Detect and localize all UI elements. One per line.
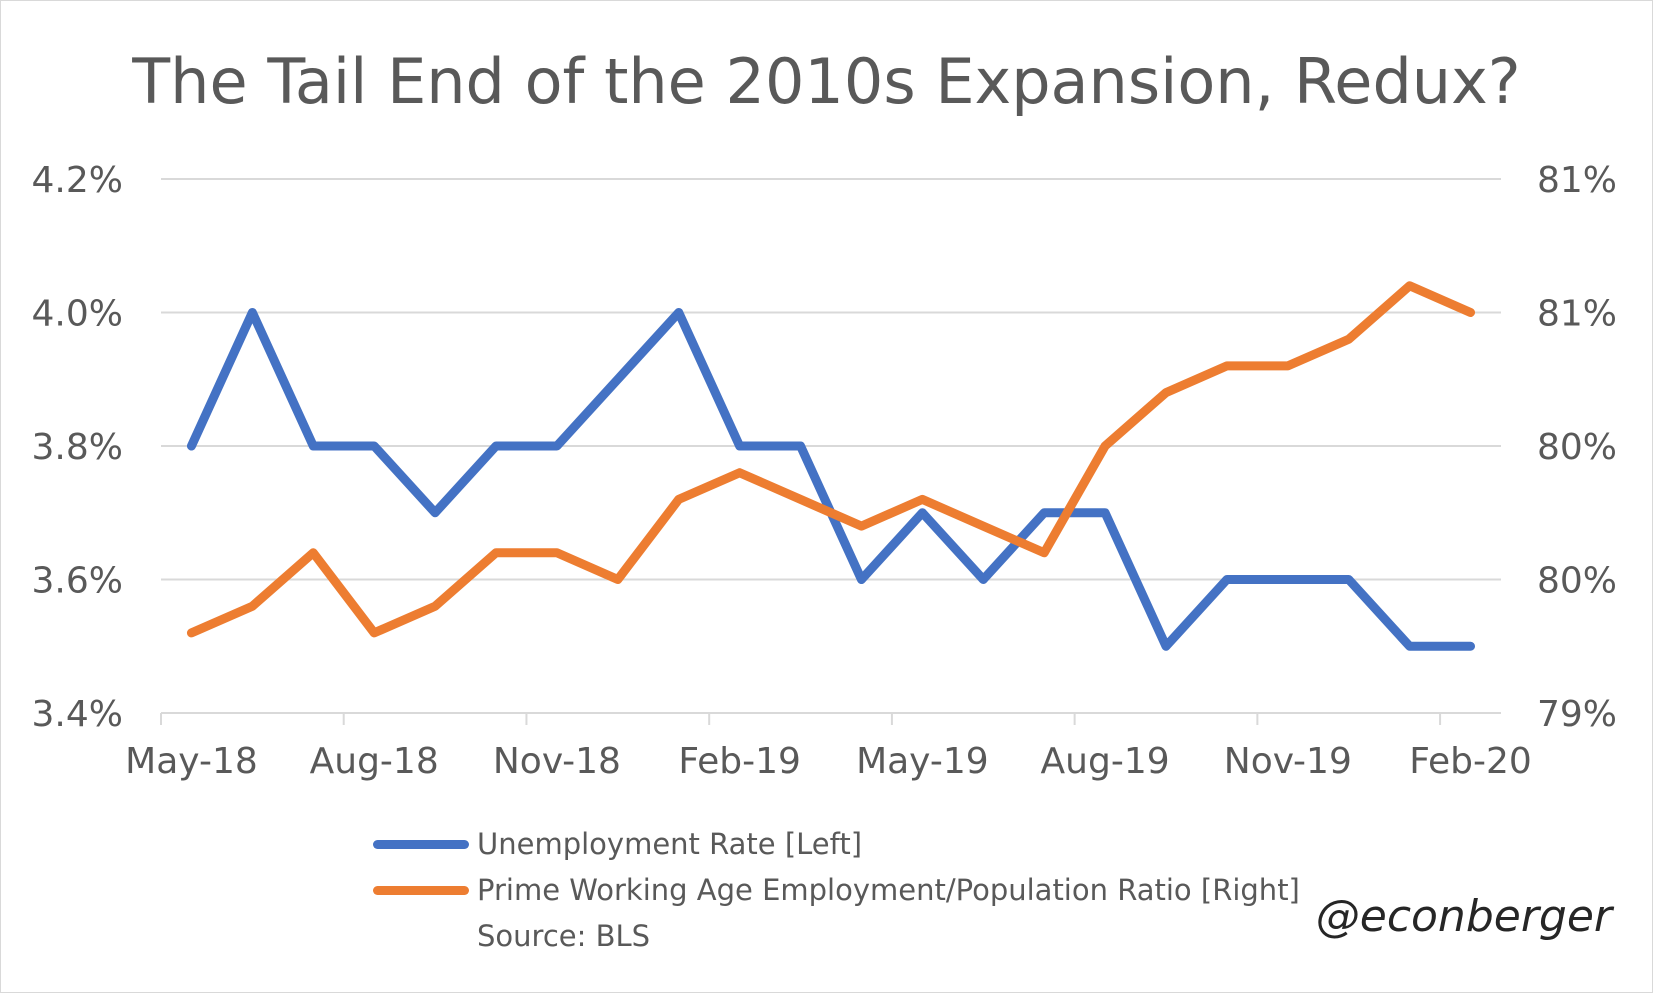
data-point <box>678 312 680 313</box>
right-axis-tick-label: 79% <box>1537 694 1617 735</box>
data-point <box>1226 579 1228 580</box>
right-axis-tick-label: 81% <box>1537 160 1617 201</box>
x-axis-tick-label: Feb-20 <box>1409 741 1532 782</box>
legend-item-employment-ratio: Prime Working Age Employment/Population … <box>373 867 1300 913</box>
x-axis-tick-label: Nov-19 <box>1224 741 1352 782</box>
data-point <box>373 632 375 634</box>
data-point <box>495 552 497 554</box>
data-point <box>1104 445 1106 447</box>
data-point <box>1165 392 1167 394</box>
data-point <box>373 445 375 447</box>
data-point <box>1287 579 1289 580</box>
series-line-employment-ratio <box>186 281 1476 638</box>
data-point <box>1165 645 1167 647</box>
data-point <box>1348 579 1350 580</box>
right-axis-tick-label: 80% <box>1537 561 1617 602</box>
data-point <box>921 512 923 514</box>
data-point <box>860 525 862 527</box>
data-point <box>1287 365 1289 367</box>
data-point <box>1043 552 1045 554</box>
right-axis-tick-label: 81% <box>1537 294 1617 335</box>
data-point <box>1409 645 1411 647</box>
left-axis-tick-label: 4.2% <box>32 160 123 201</box>
right-axis-tick-label: 80% <box>1537 427 1617 468</box>
data-point <box>678 498 680 500</box>
data-point <box>1470 645 1472 647</box>
data-point <box>617 378 619 380</box>
data-point <box>434 605 436 607</box>
data-point <box>1470 312 1472 313</box>
legend-label-employment-ratio: Prime Working Age Employment/Population … <box>477 873 1300 907</box>
data-point <box>860 579 862 580</box>
data-point <box>1409 285 1411 287</box>
left-axis-tick-label: 3.4% <box>32 694 123 735</box>
data-point <box>1104 512 1106 514</box>
x-axis-tick-label: May-18 <box>125 741 258 782</box>
data-point <box>982 579 984 580</box>
data-point <box>1043 512 1045 514</box>
data-point <box>312 552 314 554</box>
source-note: Source: BLS <box>477 919 651 953</box>
data-point <box>251 312 253 313</box>
legend-label-unemployment: Unemployment Rate [Left] <box>477 827 863 861</box>
data-point <box>251 605 253 607</box>
data-point <box>495 445 497 447</box>
data-point <box>739 445 741 447</box>
data-point <box>1348 338 1350 340</box>
data-point <box>617 579 619 580</box>
data-point <box>921 498 923 500</box>
x-axis-tick-label: Aug-19 <box>1041 741 1170 782</box>
x-axis-tick-label: May-19 <box>856 741 989 782</box>
legend-item-unemployment: Unemployment Rate [Left] <box>373 821 1300 867</box>
data-point <box>556 552 558 554</box>
data-point <box>190 632 192 634</box>
data-point <box>312 445 314 447</box>
left-axis-tick-label: 4.0% <box>32 294 123 335</box>
chart-title: The Tail End of the 2010s Expansion, Red… <box>132 45 1521 118</box>
data-point <box>982 525 984 527</box>
data-point <box>739 472 741 474</box>
x-axis-tick-label: Nov-18 <box>493 741 621 782</box>
legend: Unemployment Rate [Left] Prime Working A… <box>373 821 1300 959</box>
data-point <box>556 445 558 447</box>
data-point <box>1226 365 1228 367</box>
data-point <box>190 445 192 447</box>
legend-swatch-unemployment <box>373 839 469 849</box>
left-axis-tick-label: 3.6% <box>32 561 123 602</box>
left-axis-tick-label: 3.8% <box>32 427 123 468</box>
x-axis-tick-label: Feb-19 <box>678 741 801 782</box>
data-point <box>800 445 802 447</box>
watermark-handle: @econberger <box>1315 891 1612 942</box>
data-point <box>434 512 436 514</box>
legend-swatch-employment-ratio <box>373 885 469 895</box>
data-point <box>800 498 802 500</box>
x-axis-tick-label: Aug-18 <box>310 741 439 782</box>
